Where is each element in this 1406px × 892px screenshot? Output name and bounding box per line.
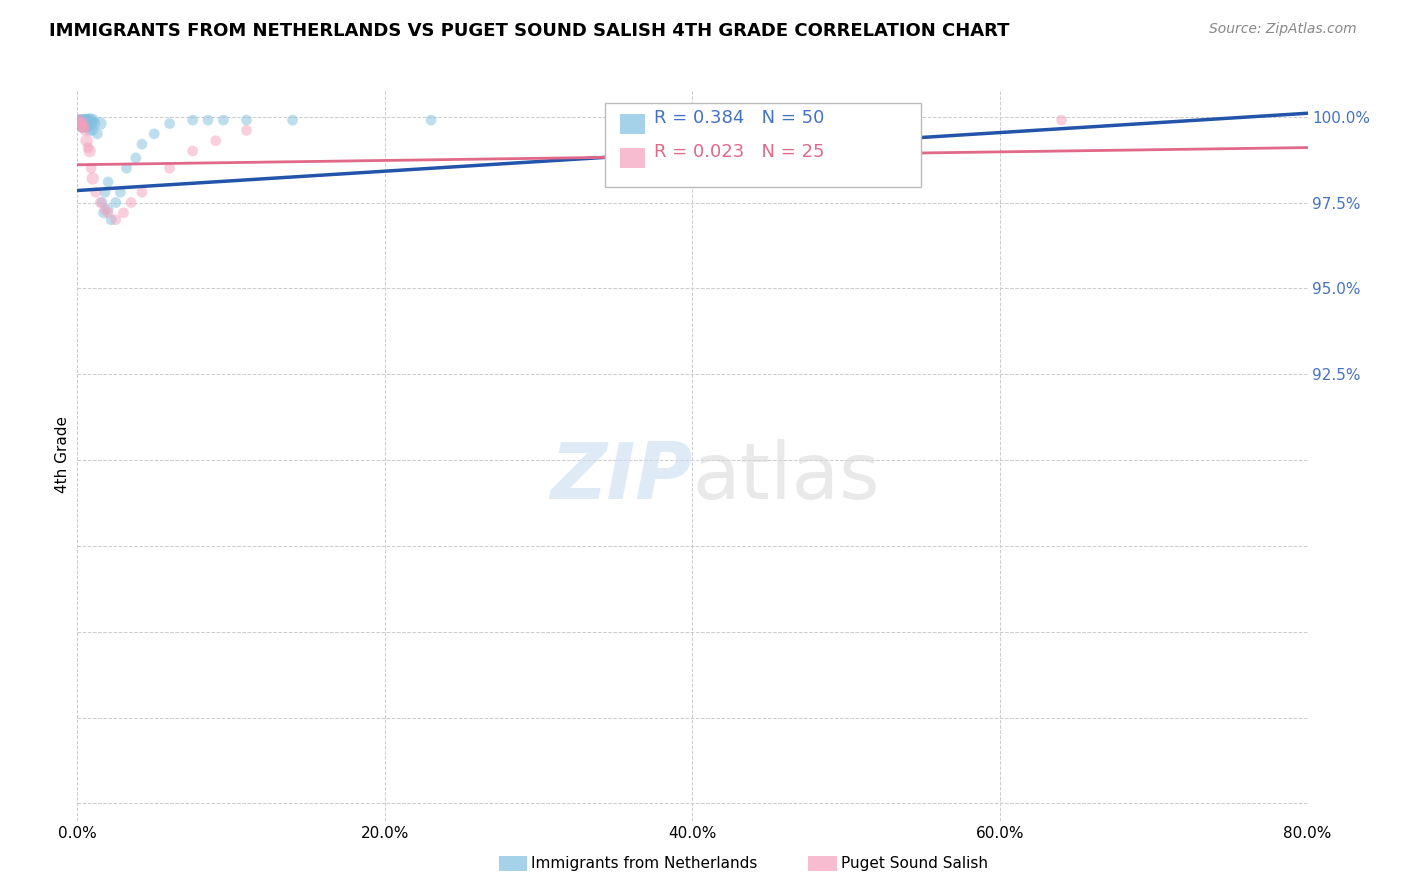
Point	[104, 195, 127, 210]
Text: Puget Sound Salish: Puget Sound Salish	[841, 856, 988, 871]
Point	[76, 113, 98, 128]
Point	[69, 116, 91, 130]
Point	[73, 113, 96, 128]
Point	[120, 195, 142, 210]
Point	[70, 120, 93, 134]
Point	[70, 113, 93, 128]
Point	[131, 137, 153, 152]
Point	[742, 113, 765, 128]
Point	[131, 185, 153, 199]
Point	[79, 123, 101, 137]
Point	[77, 120, 100, 134]
Point	[104, 212, 127, 227]
Point	[80, 116, 103, 130]
Point	[112, 206, 135, 220]
Point	[204, 134, 226, 148]
Text: Immigrants from Netherlands: Immigrants from Netherlands	[531, 856, 758, 871]
Point	[70, 116, 93, 130]
Point	[420, 113, 443, 128]
Point	[80, 161, 103, 176]
Point	[82, 171, 104, 186]
Point	[82, 123, 104, 137]
Point	[72, 116, 94, 130]
Point	[159, 116, 181, 130]
Point	[97, 202, 120, 217]
Point	[90, 195, 114, 210]
Point	[94, 202, 117, 217]
Point	[79, 144, 101, 158]
Point	[70, 113, 93, 128]
Point	[235, 123, 257, 137]
Point	[181, 144, 204, 158]
Point	[110, 185, 132, 199]
Point	[67, 113, 90, 128]
Text: atlas: atlas	[693, 439, 880, 515]
Text: R = 0.384   N = 50: R = 0.384 N = 50	[654, 109, 824, 127]
Point	[100, 212, 122, 227]
Point	[1050, 113, 1073, 128]
Point	[82, 113, 104, 128]
Point	[67, 113, 90, 128]
Point	[97, 175, 120, 189]
Point	[69, 120, 91, 134]
Point	[97, 206, 120, 220]
Point	[86, 127, 108, 141]
Point	[69, 116, 91, 130]
Point	[851, 113, 873, 128]
Point	[69, 116, 91, 130]
Point	[69, 113, 91, 128]
Point	[83, 116, 105, 130]
Point	[181, 113, 204, 128]
Point	[73, 120, 96, 134]
Point	[76, 134, 98, 148]
Point	[143, 127, 166, 141]
Point	[115, 161, 138, 176]
Point	[70, 116, 93, 130]
Point	[89, 116, 111, 130]
Point	[84, 185, 107, 199]
Point	[197, 113, 219, 128]
Point	[73, 116, 96, 130]
Point	[212, 113, 235, 128]
Text: ZIP: ZIP	[550, 439, 693, 515]
Point	[72, 120, 94, 134]
Point	[94, 185, 117, 199]
Point	[72, 113, 94, 128]
Point	[93, 206, 115, 220]
Point	[235, 113, 257, 128]
Text: Source: ZipAtlas.com: Source: ZipAtlas.com	[1209, 22, 1357, 37]
Point	[73, 123, 96, 137]
Text: R = 0.023   N = 25: R = 0.023 N = 25	[654, 143, 824, 161]
Y-axis label: 4th Grade: 4th Grade	[55, 417, 70, 493]
Point	[77, 113, 100, 128]
Point	[159, 161, 181, 176]
Point	[70, 116, 93, 130]
Point	[76, 120, 98, 134]
Point	[67, 113, 90, 128]
Point	[77, 140, 100, 154]
Point	[125, 151, 148, 165]
Text: IMMIGRANTS FROM NETHERLANDS VS PUGET SOUND SALISH 4TH GRADE CORRELATION CHART: IMMIGRANTS FROM NETHERLANDS VS PUGET SOU…	[49, 22, 1010, 40]
Point	[79, 113, 101, 128]
Point	[89, 195, 111, 210]
Point	[281, 113, 304, 128]
Point	[72, 120, 94, 134]
Point	[70, 120, 93, 134]
Point	[67, 116, 90, 130]
